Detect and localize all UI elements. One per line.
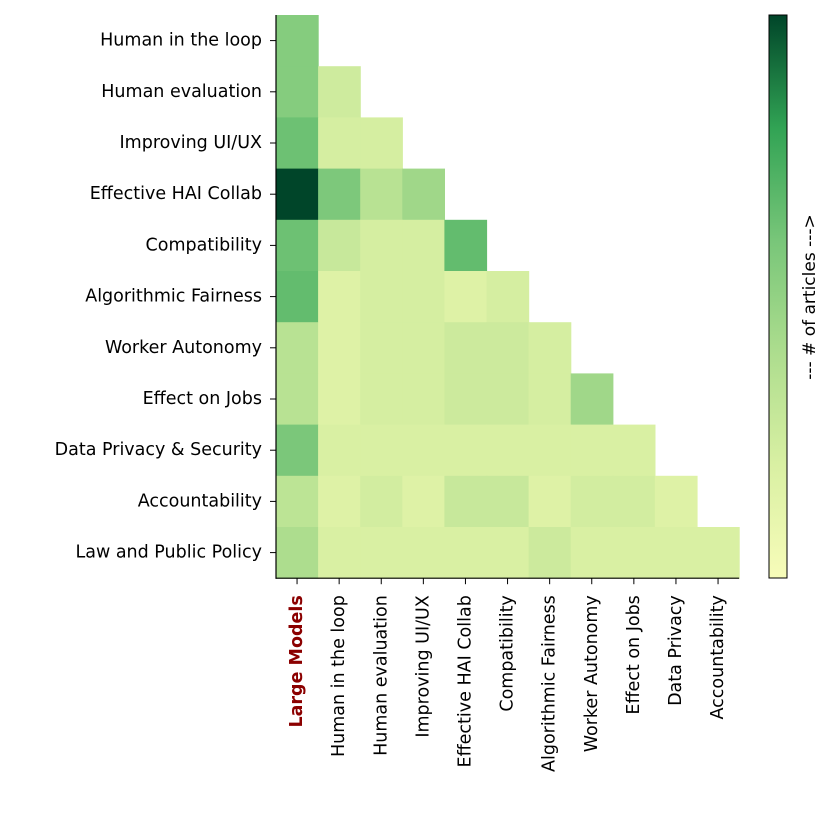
heatmap-cell — [360, 168, 403, 221]
heatmap-cell — [402, 322, 445, 374]
colorbar: --- # of articles ---> — [768, 14, 820, 579]
row-label: Human in the loop — [100, 31, 262, 51]
heatmap-cell — [360, 322, 403, 374]
heatmap-axes — [270, 15, 740, 585]
heatmap-cell — [444, 373, 488, 426]
heatmap-cell — [402, 424, 445, 477]
heatmap-cell — [360, 475, 403, 528]
row-label: Accountability — [138, 491, 262, 511]
heatmap-cell — [276, 271, 319, 323]
heatmap-cell — [486, 475, 530, 528]
heatmap-cell — [486, 373, 530, 426]
heatmap-cell — [444, 527, 488, 579]
row-label: Compatibility — [146, 235, 262, 255]
heatmap-cell — [360, 219, 403, 272]
row-label: Effect on Jobs — [143, 389, 262, 409]
heatmap-cell — [276, 168, 319, 221]
row-label: Worker Autonomy — [105, 338, 262, 358]
heatmap-cell — [360, 117, 403, 170]
heatmap-cell — [528, 424, 572, 477]
heatmap-cell — [318, 527, 361, 579]
heatmap-cell — [570, 527, 614, 579]
row-label: Algorithmic Fairness — [85, 287, 262, 307]
heatmap-cell — [612, 475, 656, 528]
column-label: Accountability — [708, 595, 728, 719]
heatmap-cell — [360, 527, 403, 579]
heatmap-cell — [444, 475, 488, 528]
heatmap-cell — [444, 271, 488, 323]
heatmap-cell — [654, 475, 698, 528]
heatmap-cell — [528, 322, 572, 374]
heatmap-cell — [528, 475, 572, 528]
heatmap-cell — [697, 527, 740, 579]
heatmap-cell — [318, 66, 361, 118]
heatmap-cell — [276, 424, 319, 477]
heatmap-cell — [318, 117, 361, 170]
heatmap-cell — [528, 527, 572, 579]
heatmap-cell — [486, 424, 530, 477]
row-label: Improving UI/UX — [120, 133, 262, 153]
heatmap-cell — [318, 475, 361, 528]
row-label: Law and Public Policy — [75, 543, 262, 563]
heatmap-cell — [276, 66, 319, 118]
heatmap-cell — [276, 117, 319, 170]
heatmap-cell — [612, 424, 656, 477]
column-label: Human in the loop — [329, 595, 349, 757]
heatmap-cell — [276, 322, 319, 374]
heatmap-cell — [318, 168, 361, 221]
colorbar-gradient — [768, 14, 788, 579]
heatmap-cell — [486, 271, 530, 323]
colorbar-label: --- # of articles ---> — [800, 214, 820, 379]
heatmap-cell — [360, 373, 403, 426]
column-label: Data Privacy — [666, 595, 686, 706]
column-label: Effect on Jobs — [624, 595, 644, 714]
heatmap-cell — [318, 322, 361, 374]
heatmap-cell — [612, 527, 656, 579]
heatmap-cell — [276, 475, 319, 528]
heatmap-cell — [402, 168, 445, 221]
column-label: Worker Autonomy — [582, 595, 602, 752]
heatmap-cell — [528, 373, 572, 426]
column-label: Human evaluation — [371, 595, 391, 756]
heatmap-cell — [654, 527, 698, 579]
heatmap-cell — [486, 527, 530, 579]
row-label: Data Privacy & Security — [55, 440, 262, 460]
heatmap-cell — [444, 424, 488, 477]
row-labels: Human in the loop Human evaluation Improvi… — [55, 31, 262, 563]
heatmap-cell — [570, 475, 614, 528]
column-label: Effective HAI Collab — [455, 595, 475, 767]
heatmap-cell — [402, 373, 445, 426]
row-label: Human evaluation — [101, 82, 262, 102]
heatmap-cell — [402, 475, 445, 528]
heatmap-cell — [276, 527, 319, 579]
heatmap-cell — [360, 424, 403, 477]
column-label: Compatibility — [498, 595, 518, 711]
heatmap-cell — [570, 424, 614, 477]
column-label: Algorithmic Fairness — [540, 595, 560, 772]
heatmap-cell — [276, 373, 319, 426]
heatmap-cell — [444, 219, 488, 272]
heatmap-cell — [402, 527, 445, 579]
heatmap-cell — [360, 271, 403, 323]
heatmap-cell — [318, 219, 361, 272]
heatmap-cell — [402, 271, 445, 323]
heatmap-cell — [318, 373, 361, 426]
column-label-highlight: Large Models — [287, 595, 307, 727]
column-labels: Large Models Human in the loop Human evalu… — [287, 595, 728, 772]
heatmap-cell — [570, 373, 614, 426]
heatmap-cell — [444, 322, 488, 374]
heatmap-cell — [276, 219, 319, 272]
heatmap-cells — [276, 15, 740, 579]
heatmap-cell — [318, 424, 361, 477]
column-label: Improving UI/UX — [413, 595, 433, 737]
heatmap-cell — [276, 15, 319, 67]
heatmap-cell — [402, 219, 445, 272]
heatmap-cell — [318, 271, 361, 323]
heatmap-cell — [486, 322, 530, 374]
row-label: Effective HAI Collab — [90, 184, 262, 204]
